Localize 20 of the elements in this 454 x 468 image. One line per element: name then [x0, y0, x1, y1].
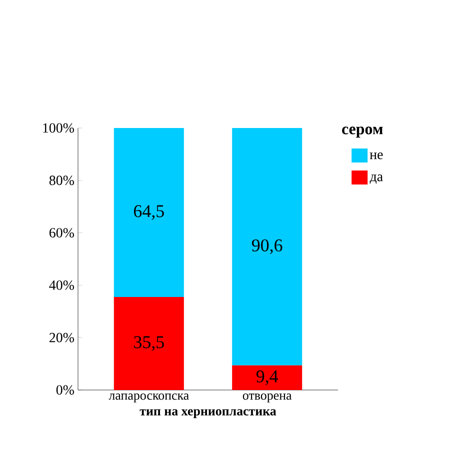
data-label: 9,4	[256, 370, 278, 386]
x-tick-label: лапароскопска	[108, 394, 189, 402]
bar	[232, 365, 302, 390]
y-tick-label: 60%	[50, 228, 74, 238]
data-label: 64,5	[134, 205, 164, 220]
legend-title: сером	[342, 126, 383, 138]
data-label: 35,5	[134, 336, 164, 351]
data-label: 90,6	[252, 239, 282, 254]
x-tick-label: отворена	[242, 394, 292, 402]
y-tick-label: 40%	[49, 280, 74, 290]
bar	[114, 128, 184, 297]
legend-label: да	[370, 174, 383, 184]
y-tick-label: 0%	[56, 385, 74, 395]
x-axis-title: тип на херниопластика	[140, 409, 276, 418]
y-tick-label: 20%	[50, 332, 74, 342]
bar	[114, 296, 184, 390]
y-tick-label: 80%	[49, 176, 74, 186]
legend-label: не	[370, 152, 383, 160]
y-tick-label: 100%	[43, 123, 74, 133]
bar	[232, 128, 302, 366]
